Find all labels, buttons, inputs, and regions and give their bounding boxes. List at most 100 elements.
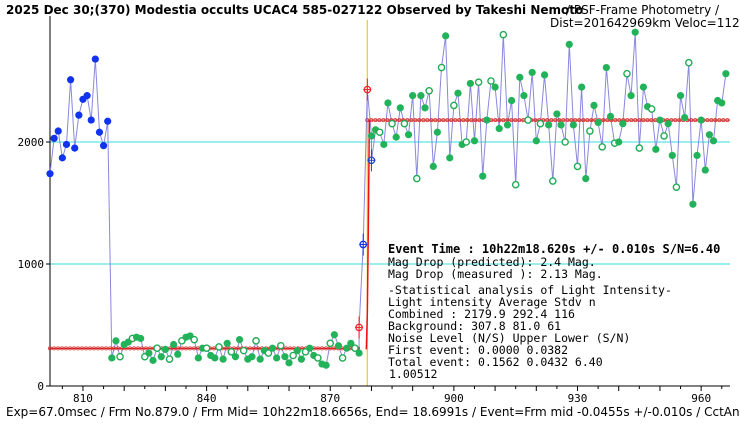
combined-level-marker xyxy=(693,118,698,123)
data-point xyxy=(375,128,384,137)
data-point xyxy=(355,349,363,357)
stat-background: Background: 307.8 81.0 61 xyxy=(388,319,561,333)
combined-level-marker xyxy=(421,118,426,123)
background-level-marker xyxy=(64,346,69,351)
background-level-marker xyxy=(187,346,192,351)
data-point xyxy=(520,92,528,100)
background-level-marker xyxy=(315,346,320,351)
data-point xyxy=(343,344,351,352)
data-point xyxy=(557,121,565,129)
background-level-marker xyxy=(139,346,144,351)
data-point xyxy=(355,323,363,332)
data-point xyxy=(112,337,120,345)
combined-level-marker xyxy=(533,118,538,123)
data-point xyxy=(58,154,66,162)
combined-level-marker xyxy=(461,118,466,123)
event-time: Event Time : 10h22m18.620s +/- 0.010s S/… xyxy=(388,242,720,256)
data-point xyxy=(351,344,359,352)
data-point xyxy=(363,85,372,94)
noise-first-event: First event: 0.0000 0.0382 xyxy=(388,343,568,357)
data-point xyxy=(681,114,689,122)
data-point xyxy=(483,116,491,124)
combined-level-marker xyxy=(641,118,646,123)
data-point xyxy=(412,174,421,183)
data-point xyxy=(108,354,116,362)
data-point xyxy=(91,55,99,63)
data-point xyxy=(99,142,108,150)
data-point xyxy=(499,30,508,39)
data-point xyxy=(153,344,161,352)
data-point xyxy=(462,138,471,146)
background-level-marker xyxy=(116,346,121,351)
data-point xyxy=(647,105,656,113)
data-point xyxy=(429,162,437,170)
data-point xyxy=(474,78,483,87)
background-level-marker xyxy=(68,346,73,351)
stat-combined: Combined : 2179.9 292.4 116 xyxy=(388,307,575,321)
data-point xyxy=(194,354,202,362)
x-tick-label-870: 870 xyxy=(320,392,340,405)
data-point xyxy=(507,96,516,105)
background-level-marker xyxy=(191,346,196,351)
dist-veloc-label: Dist=201642969km Veloc=11205m/sec xyxy=(550,16,740,30)
data-point xyxy=(676,92,685,100)
combined-level-marker xyxy=(381,118,386,123)
data-point xyxy=(545,121,553,129)
background-level-marker xyxy=(287,346,292,351)
data-point xyxy=(639,83,648,91)
data-point xyxy=(67,76,75,84)
method-label: / PSF-Frame Photometry / xyxy=(566,3,720,17)
data-point xyxy=(701,166,709,174)
data-point xyxy=(404,131,413,139)
background-level-marker xyxy=(179,346,184,351)
axes: 0 1000 2000 810 840 870 900 930 960 xyxy=(18,16,730,405)
data-point xyxy=(594,118,602,127)
combined-level-marker xyxy=(417,118,422,123)
data-point xyxy=(149,356,157,364)
data-point xyxy=(83,92,91,100)
data-point xyxy=(239,346,248,355)
combined-level-marker xyxy=(561,118,566,123)
combined-level-marker xyxy=(577,118,582,123)
data-point xyxy=(623,69,631,78)
combined-level-marker xyxy=(453,118,458,123)
background-level-marker xyxy=(251,346,256,351)
data-point xyxy=(652,145,660,153)
background-level-marker xyxy=(84,346,89,351)
background-level-marker xyxy=(108,346,113,351)
data-point xyxy=(409,92,417,100)
x-tick-label-900: 900 xyxy=(444,392,464,405)
data-point xyxy=(548,177,557,185)
combined-level-marker xyxy=(473,118,478,123)
background-level-marker xyxy=(247,346,252,351)
combined-level-marker xyxy=(433,118,438,123)
background-level-marker xyxy=(319,346,324,351)
combined-level-marker xyxy=(673,118,678,123)
data-point xyxy=(421,104,429,112)
background-level-marker xyxy=(88,346,93,351)
combined-level-marker xyxy=(677,118,682,123)
data-point xyxy=(425,86,433,95)
combined-level-marker xyxy=(477,118,482,123)
background-level-marker xyxy=(283,346,288,351)
combined-level-marker xyxy=(409,118,414,123)
data-point xyxy=(322,361,330,369)
data-point xyxy=(87,116,95,124)
data-point xyxy=(582,175,590,183)
data-point xyxy=(656,116,664,124)
data-point xyxy=(137,334,145,343)
combined-level-marker xyxy=(721,118,726,123)
mag-drop-measured: Mag Drop (measured ): 2.13 Mag. xyxy=(388,267,603,281)
combined-level-marker xyxy=(633,118,638,123)
combined-level-marker xyxy=(637,118,642,123)
combined-level-marker xyxy=(689,118,694,123)
background-level-marker xyxy=(104,346,109,351)
data-point xyxy=(602,63,610,72)
data-point xyxy=(511,180,520,189)
combined-level-marker xyxy=(585,118,590,123)
combined-level-marker xyxy=(437,118,442,123)
data-point xyxy=(367,132,376,140)
data-point xyxy=(223,339,231,347)
data-point xyxy=(565,40,573,49)
data-point xyxy=(466,79,474,88)
